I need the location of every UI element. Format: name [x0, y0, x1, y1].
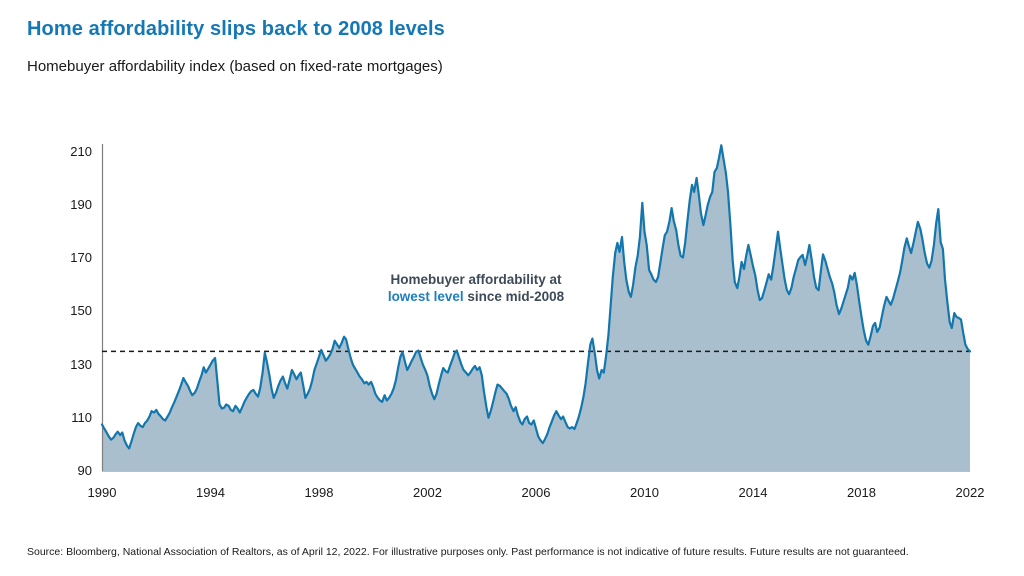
y-tick-label: 130	[70, 356, 92, 372]
y-tick-label: 90	[77, 463, 92, 478]
x-tick-label: 2014	[738, 485, 768, 500]
y-tick-label: 170	[70, 250, 92, 266]
x-tick-label: 1990	[87, 485, 117, 500]
affordability-area-chart: 90 110 130 150 170 190 210 1990 1994 1998 2002 200…	[70, 144, 984, 500]
y-tick-label: 110	[71, 409, 92, 425]
page-title: Home affordability slips back to 2008 le…	[27, 18, 445, 40]
x-tick-label: 2006	[521, 485, 551, 500]
y-tick-label: 210	[70, 143, 92, 159]
area-fill	[102, 145, 970, 472]
annotation-highlight: lowest level	[387, 289, 464, 304]
annotation-line2-rest: since mid-2008	[463, 289, 565, 304]
chart-annotation: Homebuyer affordability at lowest level …	[356, 271, 596, 305]
source-note: Source: Bloomberg, National Association …	[27, 546, 909, 558]
x-tick-label: 1998	[304, 485, 334, 500]
x-tick-label: 2002	[413, 485, 442, 500]
annotation-line1: Homebuyer affordability at	[390, 272, 562, 287]
index-line-series	[100, 144, 972, 450]
page-subtitle: Homebuyer affordability index (based on …	[27, 58, 443, 75]
plot-area	[100, 144, 972, 472]
x-tick-label: 1994	[196, 485, 225, 500]
y-tick-label: 150	[70, 303, 92, 319]
y-tick-label: 190	[70, 197, 92, 213]
x-tick-label: 2022	[955, 485, 985, 500]
x-tick-label: 2010	[630, 485, 659, 500]
x-tick-label: 2018	[847, 485, 876, 500]
